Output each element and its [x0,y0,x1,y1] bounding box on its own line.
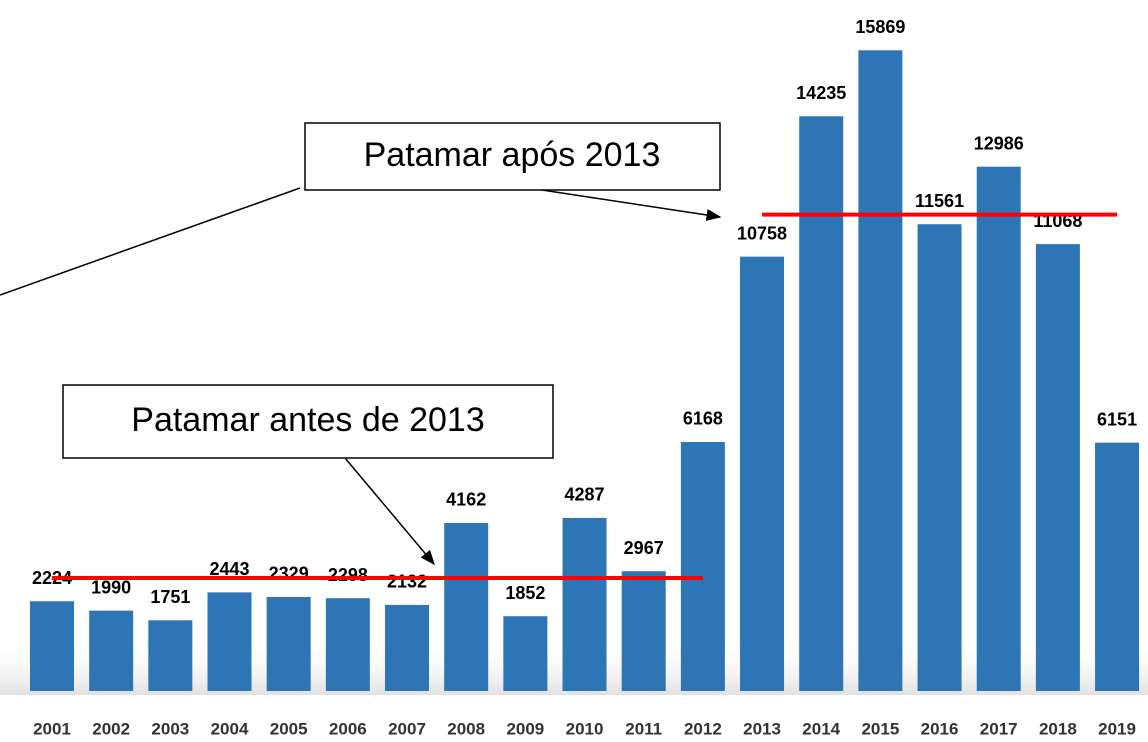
data-label: 14235 [796,83,846,103]
x-tick-label: 2009 [506,719,544,738]
bar [621,571,666,691]
x-tick-label: 2010 [566,719,604,738]
bar [976,166,1021,691]
bar [503,616,548,691]
x-tick-label: 2019 [1098,719,1136,738]
bar [89,610,134,691]
bar [266,596,311,691]
x-tick-label: 2011 [625,719,662,738]
data-label: 12986 [974,133,1024,153]
data-label: 15869 [855,17,905,37]
data-label: 4287 [565,485,605,505]
annotation: Patamar antes de 2013 [131,401,484,439]
x-tick-label: 2016 [921,719,959,738]
bar [325,598,370,691]
data-label: 4162 [446,490,486,510]
x-tick-label: 2001 [33,719,71,738]
bar [562,517,607,691]
x-tick-label: 2005 [270,719,308,738]
data-label: 6151 [1097,409,1137,429]
bar [1095,442,1140,691]
x-tick-label: 2002 [92,719,130,738]
callout-line [0,187,301,296]
data-label: 1751 [150,587,190,607]
arrow [541,189,722,221]
x-tick-label: 2017 [980,719,1018,738]
data-label: 2298 [328,565,368,585]
data-label: 2443 [209,559,249,579]
bar [148,620,193,691]
data-label: 2329 [269,564,309,584]
x-tick-label: 2018 [1039,719,1077,738]
annotation: Patamar após 2013 [364,136,661,174]
bar [1035,244,1080,691]
bar [30,601,74,691]
bar [858,50,903,691]
x-tick-label: 2013 [743,719,781,738]
bar [207,592,252,691]
x-tick-label: 2006 [329,719,367,738]
data-label: 6168 [683,409,723,429]
x-tick-label: 2003 [151,719,189,738]
x-tick-label: 2014 [802,719,840,738]
annotation-box [304,122,721,191]
x-tick-label: 2007 [388,719,426,738]
annotation-box [62,384,554,459]
data-label: 11561 [915,191,964,211]
x-tick-label: 2004 [211,719,249,738]
bar [917,224,962,692]
x-tick-label: 2008 [447,719,485,738]
bar [444,522,489,691]
bar [799,116,844,692]
x-tick-label: 2015 [861,719,899,738]
x-tick-label: 2012 [684,719,722,738]
arrow [344,457,435,566]
data-label: 2132 [387,572,427,592]
bar [680,441,725,691]
data-label: 1990 [91,577,131,597]
plot: 2001 2002 2003 2004 2005 2006 2007 2008 2009 2010… [30,17,1140,738]
data-label: 1852 [505,583,545,603]
bar [385,604,430,691]
data-label: 10758 [737,223,787,243]
data-label: 2967 [624,538,664,558]
bar [740,256,785,691]
